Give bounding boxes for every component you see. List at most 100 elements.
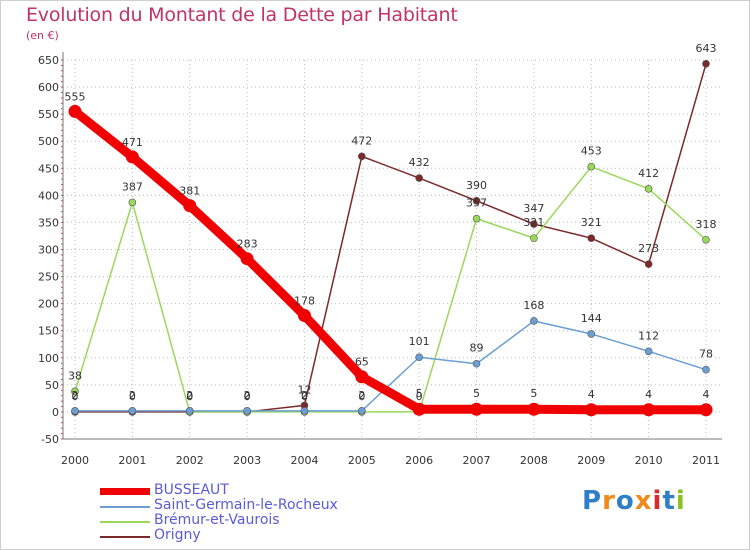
- data-label-br-mur-et-vaurois: 321: [523, 216, 544, 229]
- data-point-saint-germain-le-rocheux: [128, 407, 137, 415]
- y-tick-label: 150: [38, 325, 59, 338]
- x-tick-label: 2006: [405, 454, 433, 467]
- data-point-busseaut: [699, 403, 713, 417]
- data-label-br-mur-et-vaurois: 0: [301, 390, 308, 403]
- data-label-saint-germain-le-rocheux: 101: [409, 335, 430, 348]
- data-label-busseaut: 4: [645, 388, 652, 401]
- y-tick-label: 450: [38, 162, 59, 175]
- unit-label: (en €): [26, 29, 59, 42]
- series-line-origny: [74, 63, 707, 413]
- data-point-busseaut: [470, 402, 484, 416]
- data-label-saint-germain-le-rocheux: 78: [699, 348, 713, 361]
- legend-swatch: [100, 536, 150, 538]
- data-point-busseaut: [527, 402, 541, 416]
- data-point-busseaut: [68, 104, 82, 118]
- y-tick-label: 100: [38, 352, 59, 365]
- data-label-busseaut: 5: [416, 387, 423, 400]
- data-label-br-mur-et-vaurois: 412: [638, 167, 659, 180]
- data-label-saint-germain-le-rocheux: 168: [523, 299, 544, 312]
- axes: -500501001502002503003504004505005506006…: [38, 52, 722, 467]
- logo-letter: P: [582, 486, 603, 516]
- data-point-saint-germain-le-rocheux: [300, 407, 309, 415]
- data-label-busseaut: 178: [294, 295, 315, 308]
- data-point-br-mur-et-vaurois: [71, 387, 79, 396]
- data-point-origny: [415, 174, 423, 182]
- data-point-busseaut: [412, 402, 426, 416]
- legend-label: Origny: [154, 527, 201, 543]
- data-label-origny: 0: [129, 390, 136, 403]
- data-point-origny: [702, 59, 710, 68]
- data-point-origny: [472, 196, 481, 205]
- data-point-origny: [587, 234, 596, 242]
- y-tick-label: 300: [38, 244, 59, 257]
- data-point-saint-germain-le-rocheux: [587, 330, 596, 338]
- data-label-busseaut: 471: [122, 136, 143, 149]
- data-label-saint-germain-le-rocheux: 89: [470, 342, 484, 355]
- y-tick-label: 600: [38, 81, 59, 94]
- x-tick-label: 2004: [290, 454, 318, 467]
- data-point-busseaut: [297, 309, 311, 323]
- series-line-saint-germain-le-rocheux: [74, 320, 707, 412]
- data-label-busseaut: 555: [65, 90, 86, 103]
- data-point-saint-germain-le-rocheux: [243, 407, 251, 415]
- y-tick-label: -50: [41, 433, 59, 446]
- series-line-busseaut: [70, 106, 711, 415]
- series-lines: [68, 59, 713, 417]
- data-point-busseaut: [642, 403, 656, 417]
- data-label-origny: 472: [351, 134, 372, 147]
- data-point-busseaut: [125, 150, 139, 164]
- data-point-saint-germain-le-rocheux: [530, 317, 538, 325]
- proxiti-logo: Proxiti: [582, 486, 686, 516]
- y-tick-label: 200: [38, 298, 59, 311]
- data-point-origny: [644, 260, 653, 268]
- legend-swatch: [100, 506, 150, 508]
- legend-swatch: [100, 488, 150, 495]
- logo-letter: i: [652, 486, 663, 516]
- data-label-br-mur-et-vaurois: 0: [186, 390, 193, 403]
- data-label-origny: 390: [466, 179, 487, 192]
- data-label-br-mur-et-vaurois: 0: [416, 390, 423, 403]
- data-label-origny: 321: [581, 216, 602, 229]
- data-label-br-mur-et-vaurois: 357: [466, 197, 487, 210]
- legend-label: Brémur-et-Vaurois: [154, 512, 280, 528]
- data-label-saint-germain-le-rocheux: 144: [581, 312, 602, 325]
- x-tick-label: 2011: [692, 454, 720, 467]
- data-label-origny: 0: [244, 390, 251, 403]
- logo-letter: x: [634, 486, 653, 516]
- data-point-saint-germain-le-rocheux: [185, 407, 194, 415]
- data-point-saint-germain-le-rocheux: [358, 407, 366, 415]
- x-tick-label: 2001: [118, 454, 146, 467]
- data-label-br-mur-et-vaurois: 38: [68, 369, 82, 382]
- x-tick-label: 2009: [577, 454, 605, 467]
- x-tick-label: 2002: [176, 454, 204, 467]
- logo-letter: r: [602, 486, 616, 516]
- data-label-saint-germain-le-rocheux: 112: [638, 329, 659, 342]
- data-point-br-mur-et-vaurois: [530, 234, 538, 242]
- legend-swatch: [100, 521, 150, 523]
- data-point-br-mur-et-vaurois: [644, 185, 653, 193]
- x-tick-label: 2003: [233, 454, 261, 467]
- chart-title: Evolution du Montant de la Dette par Hab…: [26, 4, 458, 26]
- data-point-br-mur-et-vaurois: [702, 235, 710, 244]
- logo-letter: o: [615, 486, 635, 516]
- y-tick-label: 550: [38, 108, 59, 121]
- data-point-busseaut: [355, 370, 369, 384]
- data-label-br-mur-et-vaurois: 318: [696, 218, 717, 231]
- data-label-saint-germain-le-rocheux: 2: [358, 389, 365, 402]
- data-label-busseaut: 381: [179, 185, 200, 198]
- y-tick-label: 50: [45, 379, 59, 392]
- x-tick-label: 2000: [61, 454, 89, 467]
- data-point-br-mur-et-vaurois: [472, 214, 481, 223]
- data-label-origny: 0: [72, 390, 79, 403]
- data-point-origny: [358, 152, 366, 161]
- data-point-origny: [530, 220, 538, 228]
- data-point-saint-germain-le-rocheux: [415, 353, 423, 362]
- data-point-saint-germain-le-rocheux: [71, 407, 79, 415]
- data-label-busseaut: 4: [588, 388, 595, 401]
- legend-label: BUSSEAUT: [154, 482, 229, 498]
- data-label-saint-germain-le-rocheux: 2: [244, 389, 251, 402]
- y-tick-label: 650: [38, 54, 59, 67]
